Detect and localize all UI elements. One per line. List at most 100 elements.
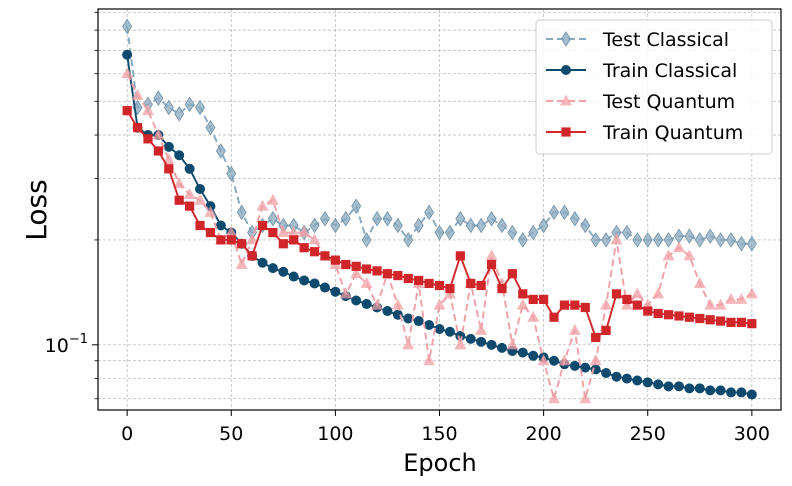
point-train-quantum — [205, 227, 216, 238]
legend-marker-test-quantum — [560, 94, 572, 106]
point-test-classical — [215, 143, 226, 159]
point-train-classical — [309, 278, 320, 289]
point-test-quantum — [131, 88, 144, 100]
axis-ticks: 0 50 100 150 200 250 300 10−1 — [45, 11, 770, 445]
point-train-quantum — [309, 247, 320, 257]
point-test-classical — [642, 232, 653, 248]
point-test-classical — [653, 232, 664, 248]
point-train-quantum — [289, 235, 299, 245]
point-train-classical — [569, 360, 580, 371]
point-train-quantum — [226, 235, 236, 245]
point-test-quantum — [423, 354, 436, 366]
point-test-classical — [528, 224, 539, 241]
point-train-classical — [496, 342, 507, 353]
point-train-classical — [403, 313, 414, 324]
point-test-classical — [715, 232, 726, 248]
legend-label-train-quantum: Train Quantum — [602, 122, 743, 144]
point-test-quantum — [579, 392, 592, 404]
point-train-quantum — [330, 255, 340, 265]
point-train-quantum — [539, 294, 549, 305]
point-train-quantum — [643, 306, 653, 316]
point-test-quantum — [402, 338, 415, 350]
point-test-quantum — [652, 287, 665, 299]
series-test-classical — [122, 18, 757, 252]
point-train-classical — [621, 373, 632, 384]
point-train-quantum — [663, 310, 674, 320]
point-test-classical — [205, 119, 216, 136]
x-tick-label: 300 — [734, 423, 770, 445]
point-test-classical — [351, 198, 362, 214]
point-test-quantum — [339, 287, 352, 299]
point-train-classical — [580, 362, 591, 373]
point-test-classical — [736, 236, 747, 252]
point-train-classical — [673, 381, 684, 392]
point-train-classical — [351, 295, 362, 306]
x-axis-title: Epoch — [403, 449, 477, 477]
point-test-quantum — [360, 276, 373, 288]
point-train-classical — [726, 387, 737, 398]
point-test-quantum — [725, 292, 738, 304]
point-train-classical — [632, 375, 643, 386]
point-train-classical — [601, 368, 612, 379]
point-test-quantum — [620, 298, 633, 310]
point-train-classical — [288, 271, 299, 282]
point-test-quantum — [162, 153, 175, 165]
point-test-classical — [726, 232, 736, 248]
point-test-classical — [163, 99, 174, 116]
point-test-classical — [236, 204, 247, 221]
x-tick-label: 150 — [421, 423, 457, 445]
legend-label-test-classical: Test Classical — [602, 29, 729, 51]
point-train-quantum — [622, 294, 632, 305]
point-train-quantum — [674, 311, 684, 321]
point-test-classical — [309, 217, 320, 234]
point-test-classical — [403, 232, 414, 248]
point-train-quantum — [372, 266, 382, 276]
point-test-classical — [361, 232, 372, 248]
point-test-quantum — [735, 292, 748, 304]
point-test-classical — [330, 217, 341, 234]
point-train-quantum — [466, 278, 476, 289]
point-test-classical — [580, 217, 591, 234]
point-test-quantum — [194, 193, 207, 205]
point-train-classical — [663, 381, 674, 392]
point-test-quantum — [298, 226, 311, 238]
point-test-quantum — [589, 354, 602, 366]
point-test-quantum — [558, 354, 571, 366]
point-train-quantum — [476, 280, 486, 291]
point-train-quantum — [716, 316, 726, 326]
x-tick-label: 100 — [317, 423, 353, 445]
point-test-classical — [444, 224, 455, 241]
legend-label-test-quantum: Test Quantum — [602, 91, 735, 113]
point-train-classical — [330, 286, 341, 297]
legend-marker-train-quantum — [561, 127, 571, 137]
point-train-quantum — [486, 259, 497, 270]
point-train-classical — [424, 319, 435, 330]
point-test-classical — [486, 211, 497, 227]
grid — [98, 9, 781, 410]
point-train-classical — [382, 306, 393, 317]
point-test-classical — [496, 217, 507, 234]
point-test-classical — [507, 224, 518, 241]
point-train-classical — [215, 220, 226, 231]
point-test-quantum — [683, 249, 696, 261]
point-train-classical — [715, 385, 726, 396]
point-train-quantum — [257, 220, 268, 231]
point-test-classical — [601, 232, 612, 248]
point-train-classical — [611, 371, 622, 382]
point-train-quantum — [580, 302, 590, 313]
point-train-quantum — [164, 164, 174, 174]
point-test-classical — [705, 228, 716, 244]
point-test-quantum — [631, 287, 644, 299]
point-test-quantum — [475, 323, 488, 335]
point-train-quantum — [320, 251, 330, 261]
point-train-quantum — [237, 239, 247, 249]
point-test-quantum — [600, 298, 613, 310]
point-test-quantum — [246, 233, 259, 245]
point-train-quantum — [705, 315, 715, 325]
point-train-classical — [476, 336, 487, 347]
point-test-classical — [549, 204, 560, 221]
point-test-classical — [455, 211, 466, 227]
point-train-quantum — [591, 332, 601, 343]
point-train-classical — [434, 324, 445, 335]
